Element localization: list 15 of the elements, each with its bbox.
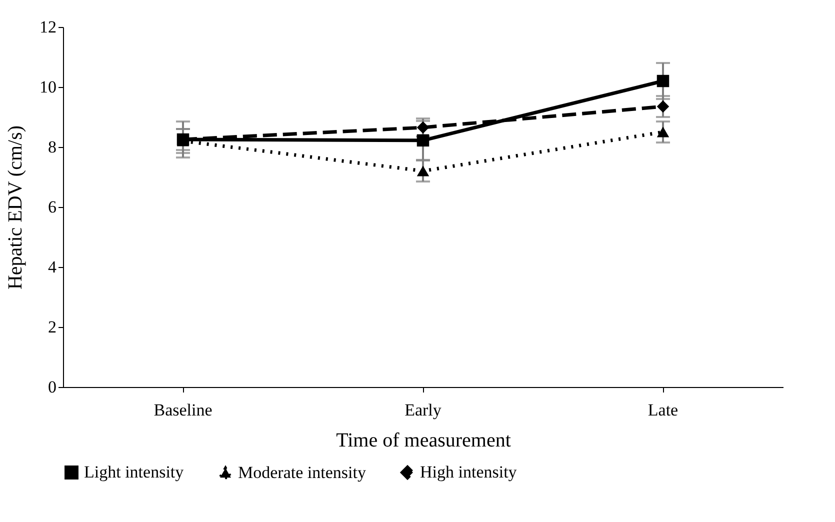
y-tick-label: 2	[48, 318, 56, 336]
y-axis-title: Hepatic EDV (cm/s)	[4, 125, 26, 290]
y-tick-label: 10	[40, 78, 56, 96]
y-tick-label: 6	[48, 198, 56, 216]
x-tick-label: Late	[648, 400, 678, 420]
y-tick-label: 12	[40, 18, 56, 36]
legend-label: Moderate intensity	[238, 462, 366, 482]
x-axis-title: Time of measurement	[336, 430, 512, 452]
legend-label: Light intensity	[84, 462, 184, 482]
y-tick-label: 4	[48, 258, 57, 276]
x-tick-label: Baseline	[154, 400, 212, 420]
y-tick-label: 8	[48, 138, 56, 156]
x-tick-label: Early	[404, 400, 442, 420]
legend-label: High intensity	[420, 462, 518, 482]
y-tick-label: 0	[48, 378, 56, 396]
